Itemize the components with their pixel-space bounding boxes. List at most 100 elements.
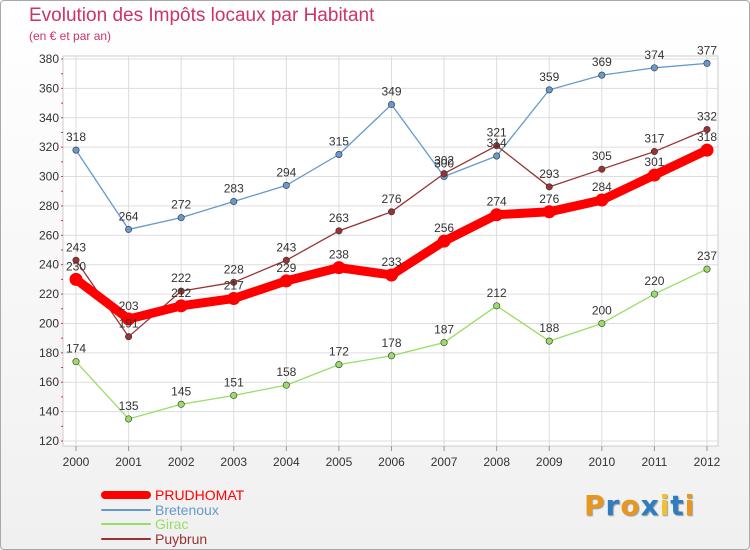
data-label: 314 [487,136,507,150]
legend-swatch [101,537,151,540]
data-label: 349 [381,85,401,99]
data-point [595,193,609,207]
y-tick-label: 300 [39,170,59,184]
data-point [650,290,658,298]
data-label: 276 [381,192,401,206]
data-point [493,152,501,160]
logo-letter: r [605,489,621,522]
y-tick-label: 240 [39,258,59,272]
data-label: 284 [592,180,612,194]
data-point [387,208,395,216]
x-tick-label: 2011 [642,455,668,469]
data-point [700,143,714,157]
data-point [703,126,711,134]
data-point [227,291,241,305]
data-label: 264 [119,209,139,223]
data-label: 374 [644,48,664,62]
data-label: 332 [697,110,717,124]
legend-swatch [101,508,151,511]
data-point [437,234,451,248]
data-point [335,151,343,159]
data-point [650,148,658,156]
x-tick-label: 2003 [220,455,247,469]
data-point [385,268,398,282]
y-tick-label: 260 [39,228,59,242]
data-point [177,214,185,222]
data-label: 158 [276,365,296,379]
data-point [387,352,395,360]
plot-area [62,55,719,447]
data-label: 203 [119,299,139,313]
y-tick-label: 120 [39,434,59,448]
chart-subtitle: (en € et par an) [29,29,112,43]
data-label: 301 [644,155,664,169]
data-point [177,400,185,408]
x-tick-label: 2002 [168,455,195,469]
data-label: 300 [434,157,454,171]
y-tick-label: 200 [39,316,59,330]
data-point [230,198,238,206]
data-point [125,415,133,423]
data-label: 228 [224,262,244,276]
data-label: 200 [592,303,612,317]
logo-letter: o [620,489,641,522]
data-point [174,299,188,313]
data-label: 321 [487,126,507,140]
data-label: 178 [381,336,401,350]
data-point [545,183,553,191]
data-label: 317 [644,132,664,146]
y-tick-label: 360 [39,81,59,95]
data-point [598,165,606,173]
data-point [490,208,504,222]
data-label: 237 [697,249,717,263]
y-tick-label: 140 [39,405,59,419]
y-tick-label: 320 [39,140,59,154]
data-point [335,361,343,369]
data-point [703,59,711,67]
proxiti-logo: Proxiti [584,489,695,522]
data-point [72,358,80,366]
data-label: 369 [592,55,612,69]
data-point [650,64,658,72]
x-tick-label: 2012 [694,455,721,469]
data-point [493,142,501,150]
data-label: 135 [119,399,139,413]
data-point [332,261,346,275]
data-point [493,302,501,310]
x-tick-label: 2010 [588,455,615,469]
logo-letter: t [670,489,685,522]
data-point [440,170,448,178]
data-label: 172 [329,345,349,359]
data-label: 293 [539,167,559,181]
data-point [230,391,238,399]
data-point [125,333,133,341]
x-tick-label: 2004 [273,455,300,469]
data-label: 377 [697,43,717,57]
data-point [282,181,290,189]
data-point [703,265,711,273]
data-label: 315 [329,135,349,149]
data-label: 243 [276,240,296,254]
data-point [69,272,83,286]
data-label: 256 [434,221,454,235]
legend-label: PRUDHOMAT [155,487,245,503]
data-point [335,227,343,235]
y-tick-label: 160 [39,375,59,389]
data-label: 318 [697,130,717,144]
chart-title: Evolution des Impôts locaux par Habitant [29,5,375,26]
legend-label: Girac [155,516,189,532]
data-label: 188 [539,321,559,335]
x-tick-label: 2005 [326,455,353,469]
data-label: 302 [434,154,454,168]
logo-letter: x [640,489,660,522]
data-point [545,86,553,94]
data-point [177,287,185,295]
data-label: 174 [66,342,86,356]
data-point [598,319,606,327]
data-point [279,274,293,288]
data-label: 212 [171,286,191,300]
x-tick-label: 2006 [378,455,405,469]
data-label: 283 [224,182,244,196]
